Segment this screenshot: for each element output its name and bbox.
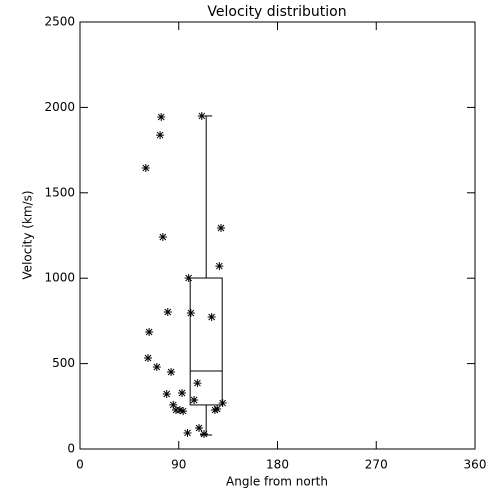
x-tick-label: 270 xyxy=(365,458,388,472)
y-tick-label: 1500 xyxy=(44,185,75,199)
data-point xyxy=(215,262,224,271)
y-tick-label: 1000 xyxy=(44,271,75,285)
plot-frame xyxy=(79,21,476,450)
data-point xyxy=(157,112,166,121)
data-point xyxy=(186,309,195,318)
data-point xyxy=(193,379,202,388)
data-point xyxy=(163,308,172,317)
y-axis-label: Velocity (km/s) xyxy=(21,190,35,279)
data-point xyxy=(178,388,187,397)
data-point xyxy=(210,406,219,415)
data-point xyxy=(213,405,222,414)
x-tick-label: 360 xyxy=(464,458,487,472)
data-point xyxy=(145,328,154,337)
data-point xyxy=(156,131,165,140)
x-tick-label: 0 xyxy=(76,458,84,472)
data-point xyxy=(216,223,225,232)
y-tick-label: 2000 xyxy=(44,100,75,114)
data-point xyxy=(144,353,153,362)
data-point xyxy=(179,407,188,416)
data-point xyxy=(169,400,178,409)
chart-title: Velocity distribution xyxy=(207,4,346,20)
data-point xyxy=(175,406,184,415)
data-point xyxy=(141,164,150,173)
x-tick-label: 180 xyxy=(266,458,289,472)
data-point xyxy=(167,367,176,376)
data-point xyxy=(162,390,171,399)
y-tick-label: 0 xyxy=(67,442,75,456)
x-axis-label: Angle from north xyxy=(226,475,328,489)
x-tick-label: 90 xyxy=(171,458,186,472)
data-point xyxy=(207,312,216,321)
data-point xyxy=(190,395,199,404)
data-point xyxy=(195,423,204,432)
y-tick-label: 500 xyxy=(52,356,75,370)
data-point xyxy=(184,274,193,283)
data-point xyxy=(158,233,167,242)
data-point xyxy=(199,429,208,438)
box xyxy=(189,277,223,406)
y-tick-label: 2500 xyxy=(44,15,75,29)
data-point xyxy=(152,363,161,372)
data-point xyxy=(183,428,192,437)
